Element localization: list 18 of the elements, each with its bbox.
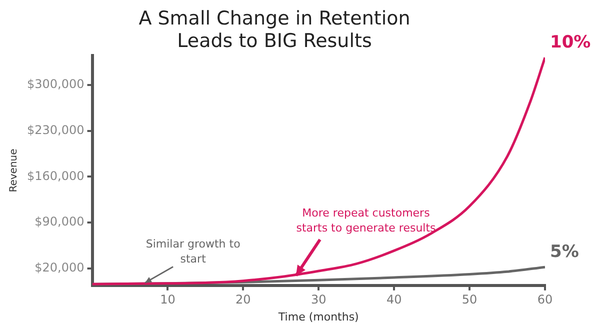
x-tick-label: 50 [462, 292, 478, 307]
series-label: 5% [550, 242, 579, 262]
x-tick-label: 10 [160, 292, 176, 307]
annotation: Similar growth to start [146, 238, 241, 266]
x-tick-label: 60 [537, 292, 553, 307]
x-tick-label: 20 [236, 292, 251, 307]
annotation: More repeat customers starts to generate results [296, 206, 436, 234]
series-label: 10% [550, 32, 591, 52]
x-axis-title: Time (months) [277, 310, 359, 324]
x-tick-label: 30 [310, 292, 326, 307]
y-tick-label: $300,000 [26, 77, 84, 92]
chart-title: A Small Change in Retention Leads to BIG Results [138, 7, 410, 52]
x-tick-label: 40 [386, 292, 402, 307]
y-tick-label: $90,000 [34, 214, 84, 229]
y-tick-label: $230,000 [26, 123, 84, 138]
y-tick-label: $20,000 [34, 260, 84, 275]
y-axis-title: Revenue [8, 148, 20, 192]
y-tick-label: $160,000 [26, 168, 84, 183]
